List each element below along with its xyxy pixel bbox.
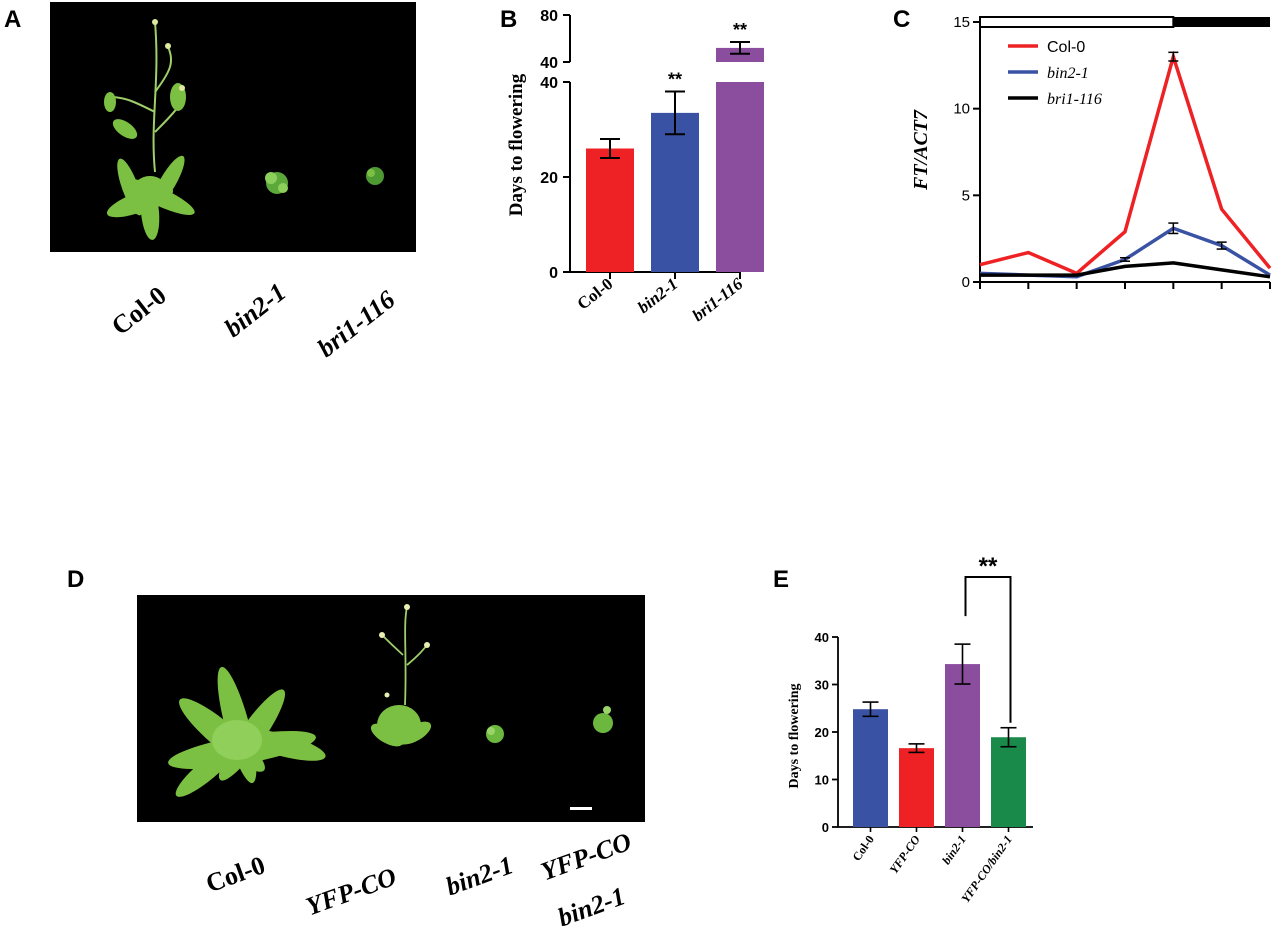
y-tick-label: 20 (540, 170, 558, 187)
y-tick-label: 20 (815, 725, 829, 740)
chart-b: 0 20 40 40 80 Days to flowering Col-0 ** bin2-1 *… (506, 8, 764, 325)
y-tick-label: 15 (953, 14, 970, 31)
panel-letter-d: D (67, 566, 85, 593)
bar (651, 112, 699, 272)
significance-bracket (964, 576, 1012, 723)
panel-d-label-bin2-1: bin2-1 (442, 850, 518, 902)
x-tick-label: bri1-116 (689, 274, 747, 325)
panel-d-plant-photo (137, 595, 645, 822)
legend-label: Col-0 (1047, 39, 1085, 56)
legend-label: bri1-116 (1047, 91, 1102, 108)
x-tick-label: bin2-1 (634, 274, 681, 317)
dark-period-bar (1173, 17, 1270, 27)
y-tick-label: 40 (815, 630, 829, 645)
significance-mark: ** (979, 553, 998, 580)
legend-label: bin2-1 (1047, 65, 1089, 82)
x-tick-label: bin2-1 (939, 833, 969, 867)
panel-d-label-yfp-co-2: YFP-CO (537, 826, 636, 887)
panel-a-label-bri1-116: bri1-116 (312, 284, 401, 363)
x-tick-label: Col-0 (849, 833, 877, 864)
chart-e: 0 10 20 30 40 Days to flowering Col-0 YFP-CO bin… (787, 553, 1033, 905)
x-tick-label: YFP-CO (887, 832, 924, 876)
series-line-Col-0 (979, 50, 1272, 276)
series-line-bri1-116 (980, 261, 1271, 279)
x-tick-label: 12 (1116, 299, 1135, 300)
x-tick-label: Col-0 (574, 274, 617, 313)
y-axis-title: Days to flowering (787, 684, 802, 789)
x-tick-label: 4 (1024, 299, 1034, 300)
panel-letter-b: B (500, 6, 518, 33)
panel-d-label-yfp-co: YFP-CO (302, 861, 401, 922)
bar (586, 148, 634, 272)
x-tick-label: 24 (1261, 299, 1280, 300)
y-axis-title: FT/ACT7 (910, 109, 932, 191)
panel-a-label-col0: Col-0 (106, 280, 172, 341)
panel-d-label-col0: Col-0 (202, 850, 269, 899)
plant-photo-d-drawing (168, 604, 613, 810)
y-tick-label: 10 (953, 101, 970, 118)
bar (945, 664, 980, 827)
chart-c: 0 5 10 15 0 4 8 12 16 20 24 ZT(h) FT/ACT7 Col-0 bin2-1… (910, 14, 1280, 300)
x-tick-label: 8 (1072, 299, 1081, 300)
x-tick-label: 20 (1212, 299, 1231, 300)
y-tick-label: 0 (822, 820, 829, 835)
plant-photo-a-drawing (104, 19, 384, 240)
x-tick-label: 0 (975, 299, 984, 300)
y-tick-label: 5 (962, 187, 970, 204)
panel-a-plant-photo (50, 2, 416, 252)
bar (853, 709, 888, 827)
panel-d-label-bin2-1-2: bin2-1 (554, 881, 630, 933)
panel-a-label-bin2-1: bin2-1 (219, 277, 292, 343)
y-tick-label: 0 (962, 274, 970, 291)
panel-letter-a: A (4, 6, 22, 33)
scale-bar (570, 807, 592, 810)
y-axis-title: Days to flowering (506, 73, 527, 216)
y-tick-label: 80 (540, 8, 558, 25)
bar-upper (716, 47, 764, 62)
y-tick-label: 0 (549, 265, 558, 282)
significance-mark: ** (733, 20, 747, 40)
significance-mark: ** (668, 70, 682, 90)
x-axis-title: ZT(h) (919, 299, 961, 300)
y-tick-label: 40 (540, 75, 558, 92)
bar (899, 748, 934, 827)
y-tick-label: 30 (815, 678, 829, 693)
y-tick-label: 40 (540, 55, 558, 72)
x-tick-label: 16 (1164, 299, 1183, 300)
panel-letter-e: E (773, 566, 790, 593)
bar (716, 82, 764, 272)
light-period-bar (979, 16, 1175, 28)
panel-letter-c: C (893, 6, 911, 33)
bar (991, 737, 1026, 827)
y-tick-label: 10 (815, 773, 829, 788)
